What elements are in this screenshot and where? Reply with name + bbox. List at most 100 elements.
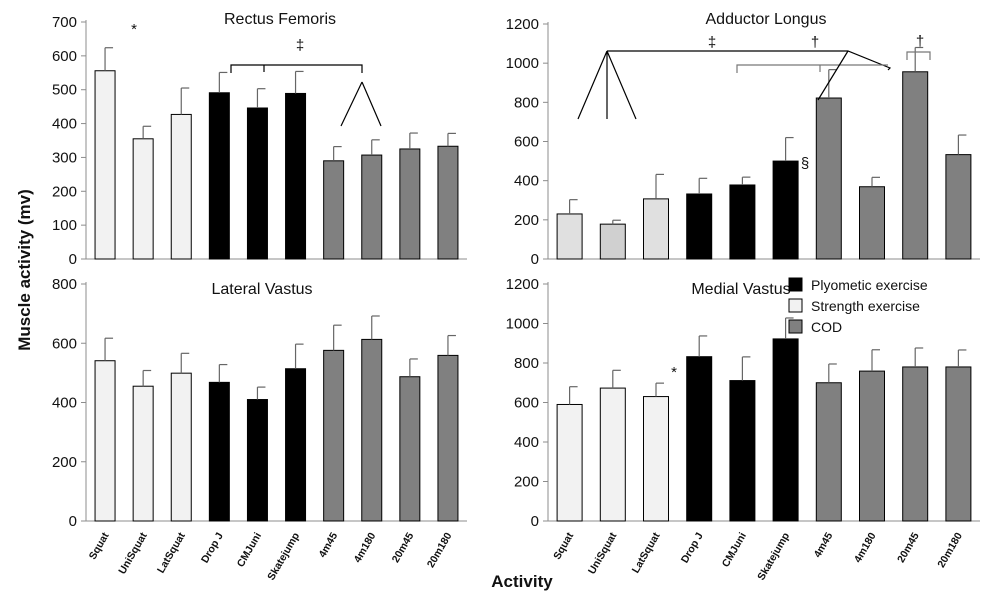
bar-latsquat [170, 372, 192, 522]
x-tick-label: UniSquat [116, 530, 150, 576]
y-tick-label: 1200 [506, 276, 539, 293]
y-tick-label: 400 [514, 173, 539, 190]
y-tick-label: 100 [52, 217, 77, 234]
x-tick-label: UniSquat [586, 530, 620, 576]
bar-4m180 [361, 338, 383, 522]
panel-lateral-vastus: Lateral Vastus 0 200 400 600 800 Squat UniSqua… [52, 276, 467, 582]
legend: Plyometic exercise Strength exercise COD [788, 277, 928, 335]
bracket-rf-fan [340, 81, 382, 127]
x-tick-label: LatSquat [155, 530, 188, 575]
bar-unisquat [132, 385, 154, 522]
bracket-rf [230, 64, 363, 73]
y-tick-label: 1000 [506, 55, 539, 72]
x-axis-title: Activity [491, 572, 553, 591]
bar-4m45 [323, 349, 345, 522]
significance-brackets [230, 50, 931, 127]
y-axis-title: Muscle activity (mv) [15, 189, 34, 351]
x-tick-label: CMJuni [235, 530, 264, 569]
x-tick-label: 4m180 [852, 530, 879, 564]
y-tick-label: 400 [52, 116, 77, 133]
bracket-al-mid [736, 64, 888, 73]
bar-20m180 [437, 354, 459, 522]
bar-4m45 [815, 382, 842, 522]
x-tick-label: 20m45 [895, 530, 922, 564]
legend-swatch-strength [788, 298, 803, 313]
y-tick-label: 200 [514, 212, 539, 229]
panel-rectus-femoris: Rectus Femoris 0 100 200 300 400 500 600 700 * ‡ [52, 11, 467, 268]
legend-label-cod: COD [811, 319, 842, 335]
bar-unisquat [599, 223, 626, 260]
y-tick-label: 0 [69, 251, 77, 268]
y-tick-label: 200 [514, 474, 539, 491]
legend-label-strength: Strength exercise [811, 298, 920, 314]
x-tick-label: Squat [87, 530, 112, 562]
bar-latsquat [643, 396, 669, 522]
bar-drop-j [686, 356, 713, 522]
legend-swatch-cod [788, 319, 803, 334]
y-tick-label: 600 [514, 134, 539, 151]
x-tick-label: 20m45 [390, 530, 417, 564]
significance-annotation: ‡ [296, 37, 304, 54]
bar-drop-j [208, 92, 230, 260]
y-tick-label: 0 [531, 513, 539, 530]
x-tick-label: Drop J [679, 530, 706, 565]
y-tick-label: 200 [52, 454, 77, 471]
bracket-al-fan [577, 50, 637, 120]
bar-20m45 [399, 148, 421, 260]
x-tick-label: 20m180 [425, 530, 455, 570]
significance-annotation: † [811, 34, 819, 51]
y-tick-label: 800 [514, 94, 539, 111]
bar-4m180 [361, 154, 383, 260]
panel-medial-vastus: Medial Vastus 0 200 400 600 800 1000 1200 Squat… [506, 276, 980, 582]
bar-4m180 [859, 370, 885, 522]
x-tick-label: 4m45 [812, 530, 836, 559]
bar-squat [94, 70, 116, 260]
x-tick-label: 4m45 [316, 530, 340, 559]
bar-skatejump [772, 160, 799, 260]
bar-cmjuni [729, 380, 756, 522]
y-tick-label: 600 [514, 395, 539, 412]
bar-4m180 [859, 186, 885, 260]
significance-annotation: † [916, 33, 924, 50]
panel-adductor-longus: Adductor Longus 0 200 400 600 800 1000 1200 ‡ † §… [506, 11, 980, 268]
bar-20m45 [902, 366, 929, 522]
y-tick-label: 700 [52, 14, 77, 31]
x-tick-label: LatSquat [630, 530, 663, 575]
bar-squat [556, 403, 583, 522]
y-tick-label: 800 [514, 355, 539, 372]
significance-annotation: * [131, 21, 137, 38]
bar-20m180 [437, 145, 459, 260]
bar-squat [556, 213, 583, 260]
bar-20m180 [945, 154, 972, 260]
bar-drop-j [208, 381, 230, 522]
x-tick-label: Drop J [199, 530, 226, 565]
significance-annotation: ‡ [708, 34, 716, 51]
panel-title: Rectus Femoris [224, 11, 336, 28]
x-tick-label: 4m180 [352, 530, 379, 564]
y-tick-label: 400 [52, 395, 77, 412]
bar-4m45 [815, 97, 842, 260]
bar-unisquat [599, 387, 626, 522]
bar-cmjuni [729, 184, 756, 260]
significance-annotation: * [671, 364, 677, 381]
x-tick-label: 20m180 [935, 530, 965, 570]
y-tick-label: 1200 [506, 16, 539, 33]
panel-title: Adductor Longus [706, 11, 827, 28]
bar-unisquat [132, 138, 154, 260]
bar-20m45 [902, 71, 929, 260]
bar-4m45 [323, 160, 345, 260]
y-tick-label: 400 [514, 434, 539, 451]
y-tick-label: 800 [52, 276, 77, 293]
bar-cmjuni [246, 399, 268, 522]
bar-cmjuni [246, 107, 268, 260]
bar-squat [94, 360, 116, 522]
bar-20m180 [945, 366, 972, 522]
bracket-al-right [906, 51, 931, 60]
x-tick-label: Skatejump [265, 531, 302, 583]
bar-drop-j [686, 193, 713, 260]
legend-label-plyometric: Plyometic exercise [811, 277, 928, 293]
bar-latsquat [170, 113, 192, 260]
x-tick-label: Skatejump [755, 531, 792, 583]
bracket-al-top [607, 50, 892, 71]
